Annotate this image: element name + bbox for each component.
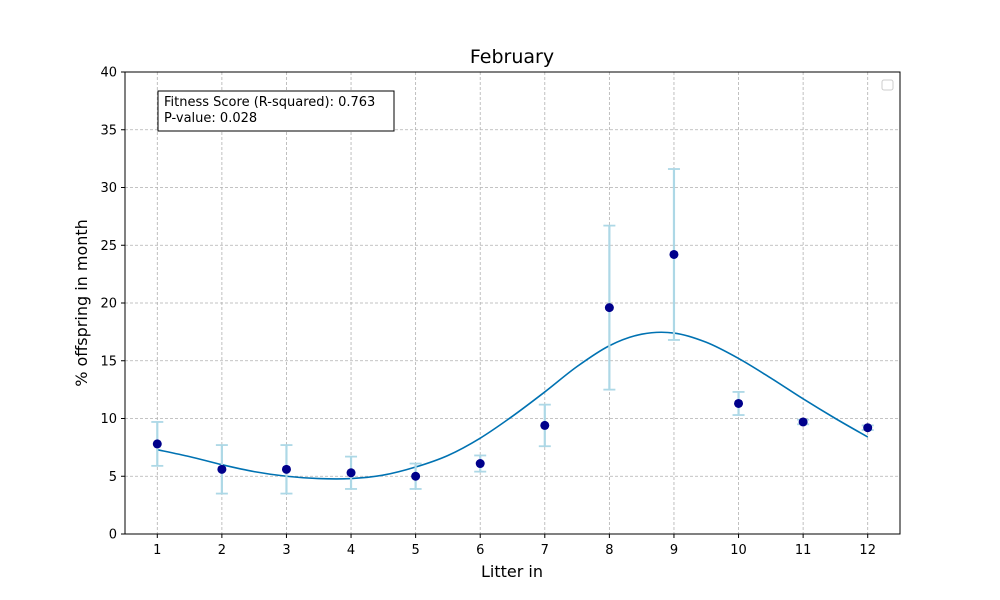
data-point xyxy=(669,249,679,259)
stats-annotation-box: Fitness Score (R-squared): 0.763 P-value… xyxy=(157,90,395,132)
y-tick-label: 15 xyxy=(100,354,117,369)
data-point xyxy=(346,468,356,478)
x-tick-label: 6 xyxy=(476,543,484,558)
y-tick-label: 5 xyxy=(109,470,117,485)
y-tick-label: 35 xyxy=(100,123,117,138)
empty-legend-box xyxy=(881,79,894,91)
y-axis-ticks: 0 5 10 15 20 25 30 35 40 xyxy=(100,66,125,543)
data-point xyxy=(540,420,550,430)
y-tick-label: 25 xyxy=(100,239,117,254)
data-point xyxy=(604,303,614,313)
y-tick-label: 30 xyxy=(100,181,117,196)
y-tick-label: 20 xyxy=(100,297,117,312)
y-tick-label: 10 xyxy=(100,412,117,427)
annotation-frame xyxy=(157,90,395,132)
x-tick-label: 7 xyxy=(541,543,549,558)
x-tick-label: 9 xyxy=(670,543,678,558)
x-tick-label: 1 xyxy=(153,543,161,558)
x-tick-label: 5 xyxy=(411,543,419,558)
chart-title: February xyxy=(470,46,554,68)
gridlines xyxy=(125,71,900,535)
x-tick-label: 11 xyxy=(795,543,812,558)
data-point xyxy=(281,464,291,474)
data-point xyxy=(798,417,808,427)
x-tick-label: 2 xyxy=(218,543,226,558)
data-points-layer xyxy=(152,249,873,481)
data-point xyxy=(475,459,485,469)
annotation-r-squared: Fitness Score (R-squared): 0.763 xyxy=(164,95,375,110)
y-tick-label: 40 xyxy=(100,66,117,81)
y-tick-label: 0 xyxy=(109,528,117,543)
y-axis-label: % offspring in month xyxy=(72,219,91,387)
data-point xyxy=(217,464,227,474)
x-tick-label: 12 xyxy=(859,543,876,558)
x-tick-label: 10 xyxy=(730,543,747,558)
x-tick-label: 4 xyxy=(347,543,355,558)
data-point xyxy=(152,439,162,449)
data-point xyxy=(734,398,744,408)
data-point xyxy=(863,423,873,433)
x-axis-label: Litter in xyxy=(481,562,543,581)
data-point xyxy=(411,471,421,481)
x-axis-ticks: 1 2 3 4 5 6 7 8 9 10 11 12 xyxy=(153,534,876,558)
x-tick-label: 3 xyxy=(282,543,290,558)
error-bars-layer xyxy=(151,168,874,495)
annotation-p-value: P-value: 0.028 xyxy=(164,111,257,126)
x-tick-label: 8 xyxy=(605,543,613,558)
fit-curve-layer xyxy=(157,331,869,480)
fit-curve xyxy=(157,331,869,480)
